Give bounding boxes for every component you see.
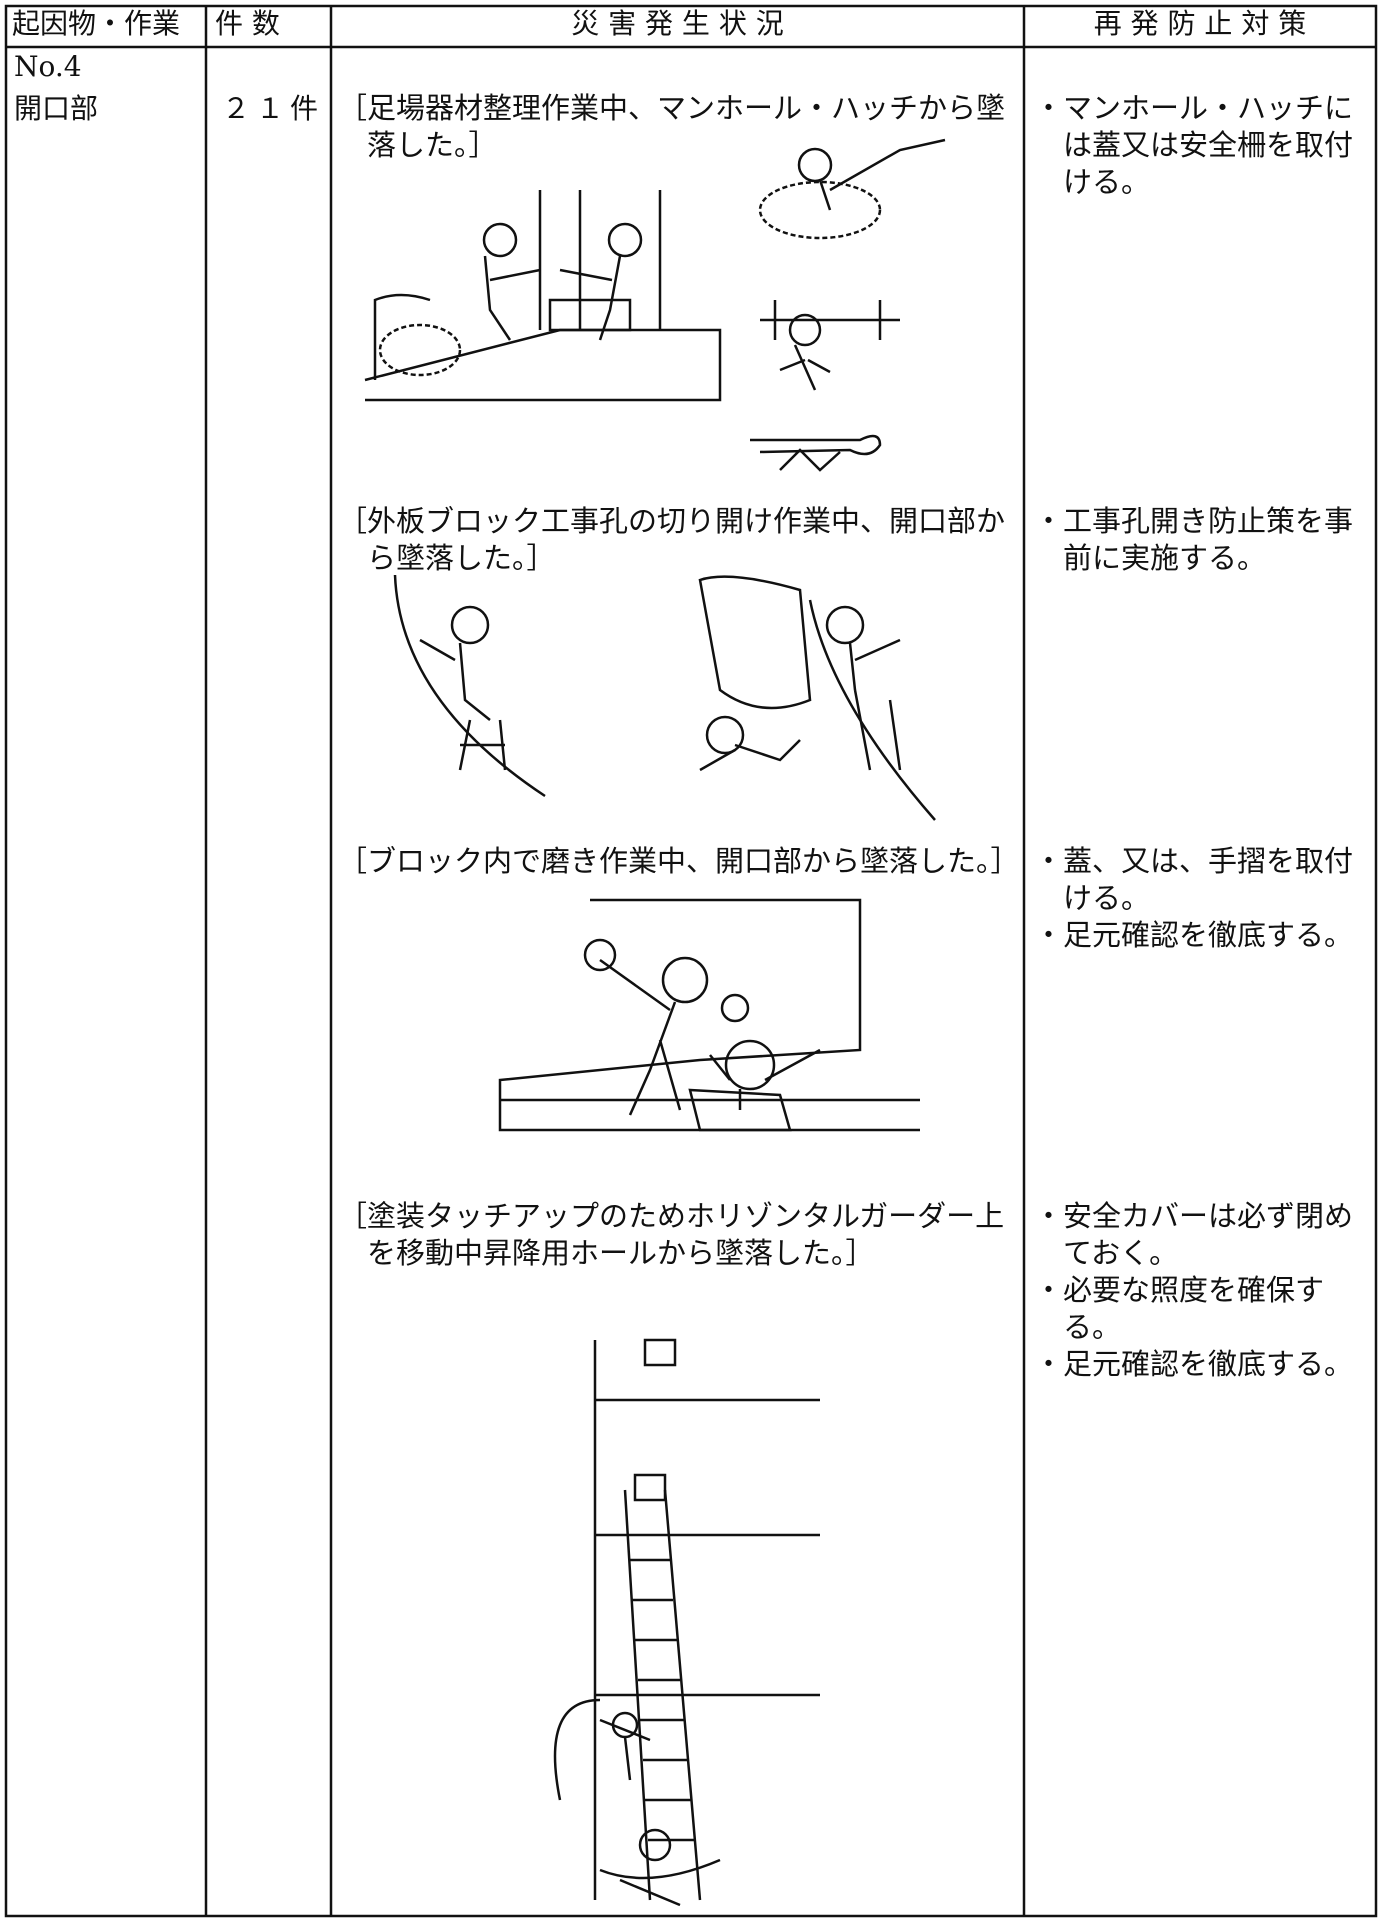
header-cell: 災 害 発 生 状 況: [571, 7, 784, 40]
header-cell: 件 数: [215, 7, 280, 40]
header-cell: 再 発 防 止 対 策: [1093, 7, 1307, 40]
count: ２１件: [222, 92, 325, 125]
case-description: ［足場器材整理作業中、マンホール・ハッチから墜落した。］: [338, 91, 1006, 162]
measure: ・必要な照度を確保する。: [1034, 1273, 1325, 1344]
measure: ・工事孔開き防止策を事前に実施する。: [1034, 504, 1354, 575]
case-description: ［塗装タッチアップのためホリゾンタルガーダー上を移動中昇降用ホールから墜落した。…: [338, 1199, 1005, 1270]
measure: ・マンホール・ハッチには蓋又は安全柵を取付ける。: [1034, 91, 1354, 199]
illustration: [364, 138, 946, 472]
measure: ・蓋、又は、手摺を取付ける。: [1034, 844, 1354, 915]
case-number: No.4: [14, 50, 82, 83]
measure: ・安全カバーは必ず閉めておく。: [1034, 1199, 1354, 1270]
case-description: ［外板ブロック工事孔の切り開け作業中、開口部から墜落した。］: [338, 504, 1006, 575]
measure: ・足元確認を徹底する。: [1034, 918, 1354, 952]
illustration: [393, 574, 936, 821]
illustration: [498, 898, 920, 1132]
cause: 開口部: [14, 92, 99, 125]
measure: ・足元確認を徹底する。: [1034, 1347, 1354, 1381]
illustration: [553, 1338, 820, 1907]
table-border: [4, 4, 1378, 1918]
header-cell: 起因物・作業: [12, 7, 181, 40]
case-description: ［ブロック内で磨き作業中、開口部から墜落した。］: [338, 844, 1020, 878]
